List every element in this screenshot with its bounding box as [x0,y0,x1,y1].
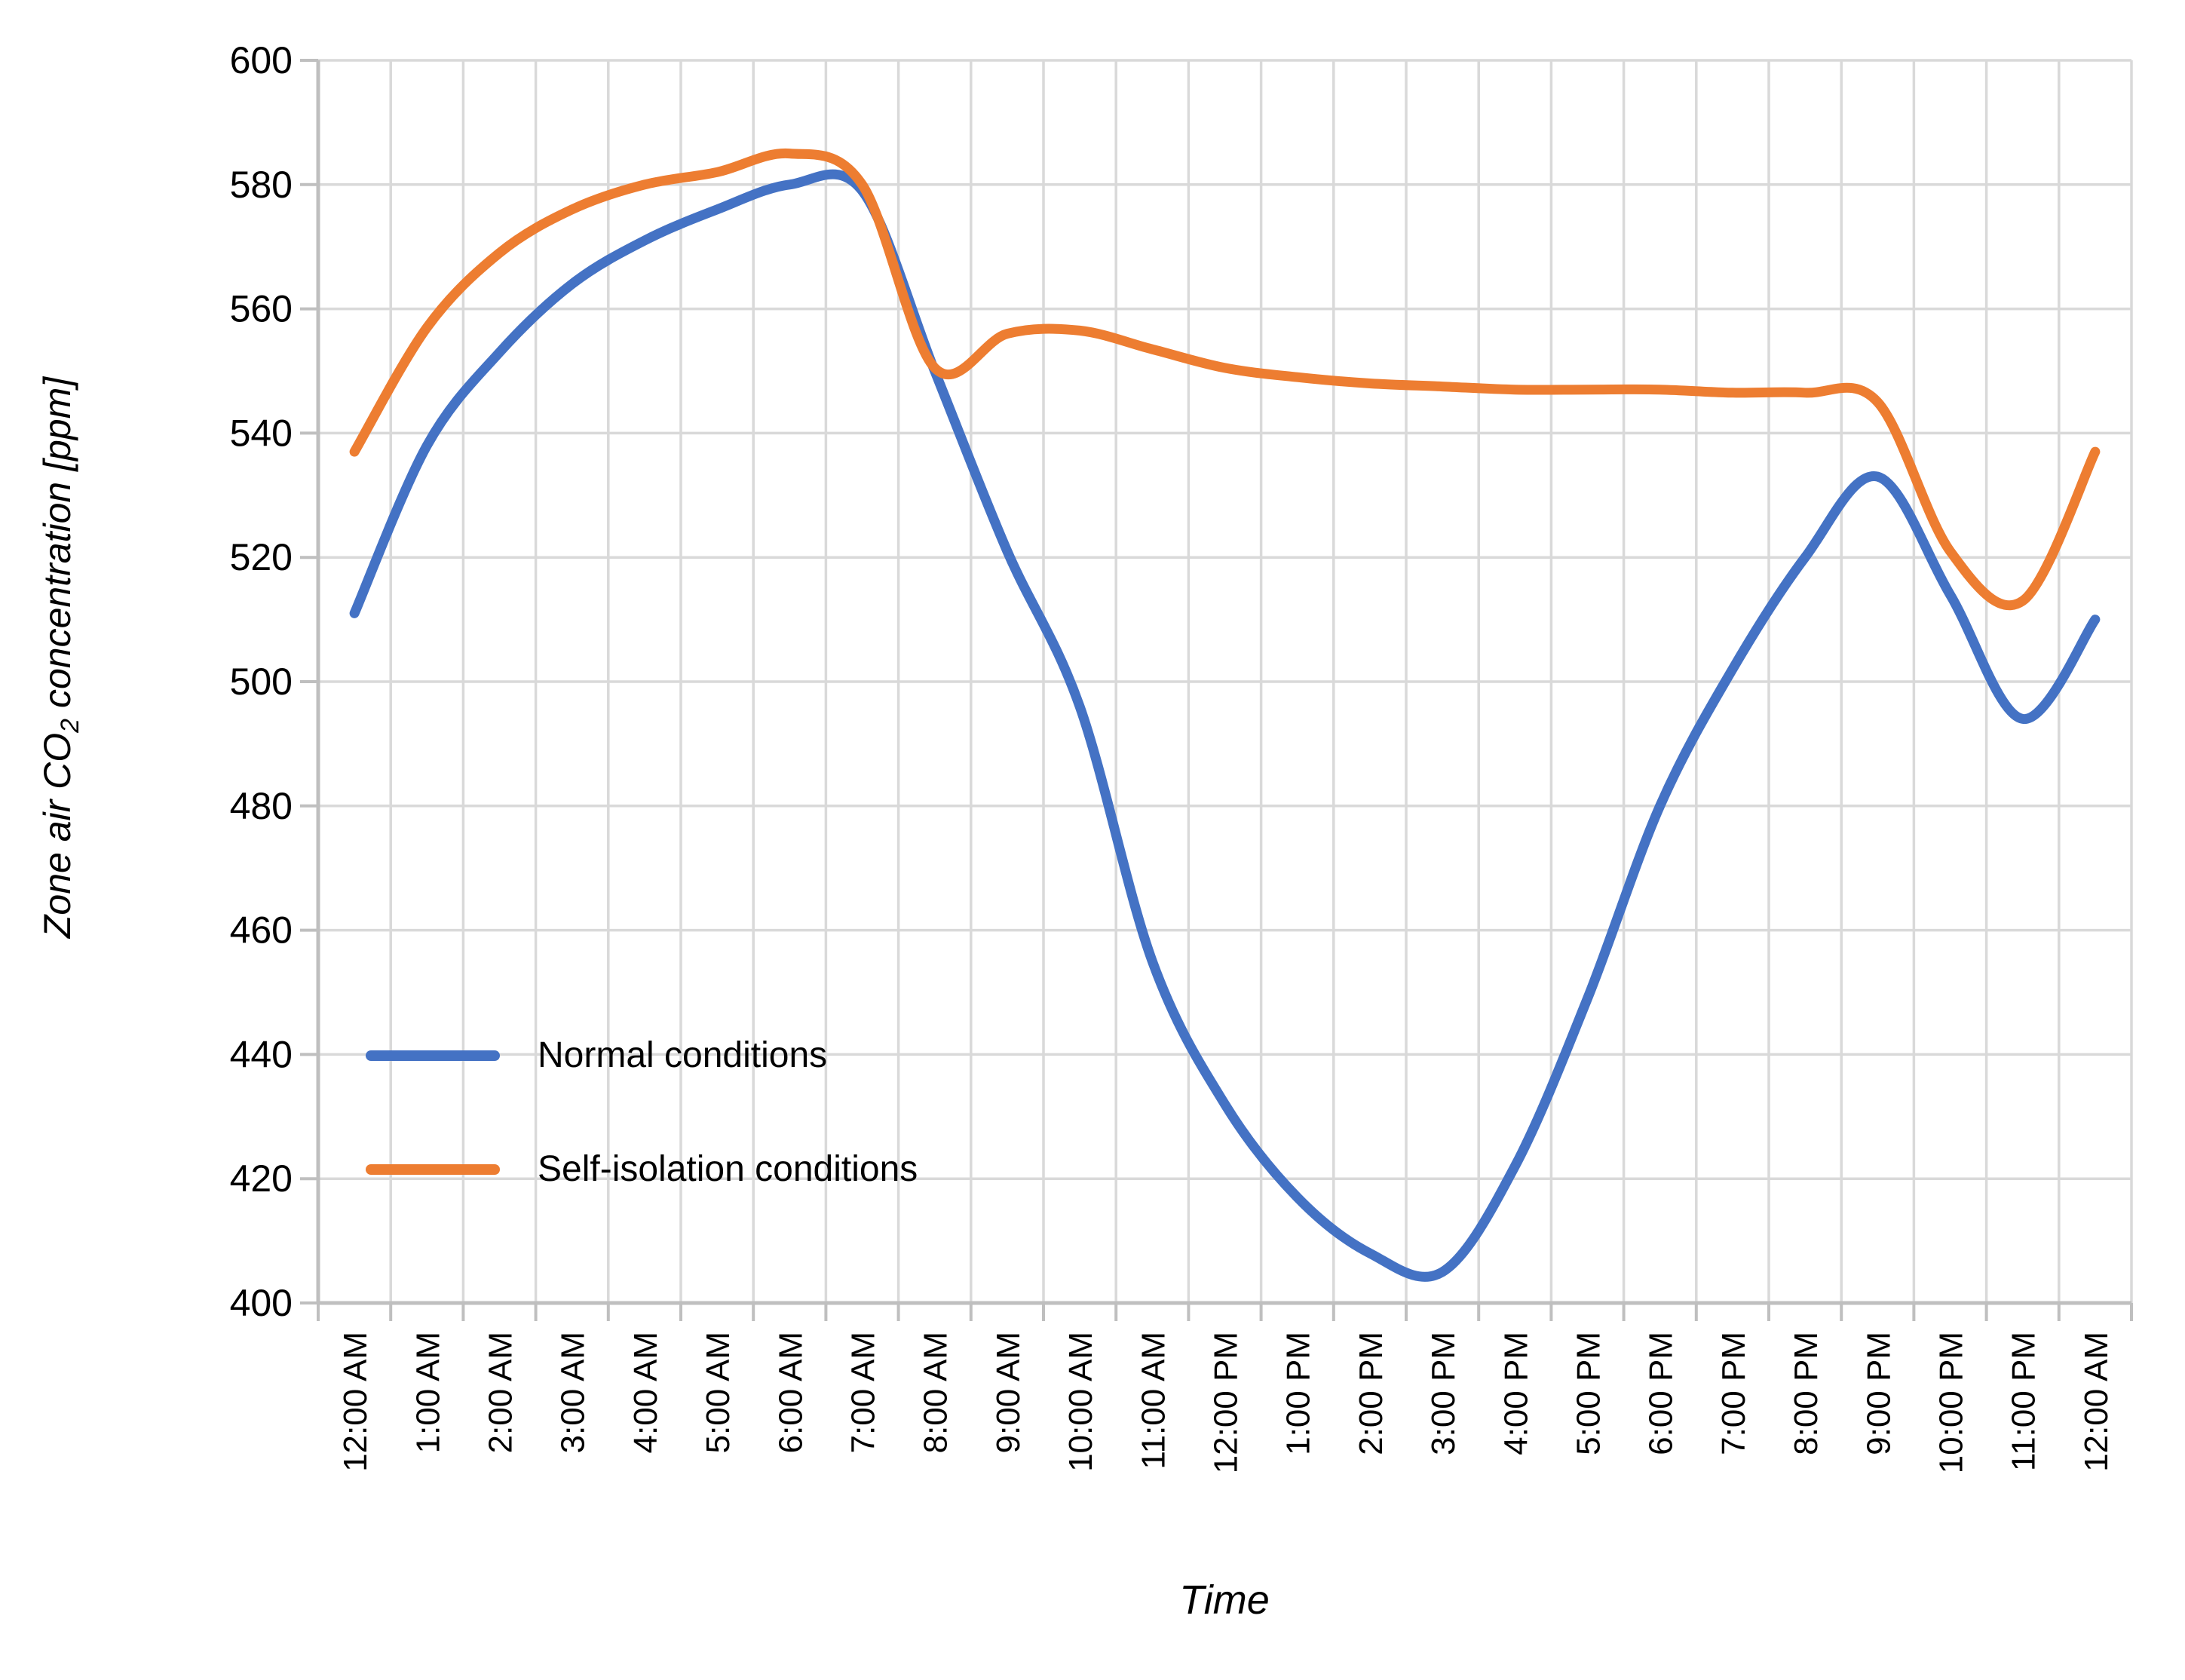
y-tick-label: 560 [230,288,293,330]
legend-label-normal-conditions: Normal conditions [538,1035,828,1075]
x-tick-label: 3:00 PM [1425,1332,1462,1455]
tick-marks [300,59,2133,1321]
legend-item-normal-conditions: Normal conditions [366,1035,918,1076]
y-tick-label: 440 [230,1033,293,1075]
y-tick-label: 400 [230,1282,293,1324]
series-self-isolation-conditions-line [349,148,2101,611]
x-tick-label: 7:00 PM [1715,1332,1752,1455]
x-tick-label: 7:00 AM [845,1332,882,1453]
x-tick-label: 10:00 PM [1933,1332,1970,1473]
normal-conditions-line-swatch [366,1050,500,1061]
x-tick-label: 8:00 AM [918,1332,955,1453]
y-tick-label: 540 [230,412,293,454]
x-tick-label: 1:00 AM [409,1332,446,1453]
x-tick-label: 2:00 PM [1353,1332,1390,1455]
x-tick-label: 9:00 PM [1860,1332,1897,1455]
x-tick-label: 5:00 AM [700,1332,737,1453]
x-tick-label: 3:00 AM [555,1332,592,1453]
legend-item-self-isolation-conditions: Self-isolation conditions [366,1148,918,1190]
x-tick-label: 11:00 PM [2006,1332,2042,1471]
x-axis-title: Time [1179,1577,1270,1623]
x-tick-label: 5:00 PM [1571,1332,1607,1455]
y-tick-label: 580 [230,164,293,206]
y-axis-title: Zone air CO2 concentration [ppm] [36,376,84,939]
x-tick-labels: 12:00 AM 1:00 AM 2:00 AM 3:00 AM 4:00 AM 5:00… [337,1332,2115,1473]
y-tick-label: 480 [230,785,293,827]
x-tick-label: 8:00 PM [1788,1332,1825,1455]
x-tick-label: 4:00 AM [627,1332,664,1453]
legend-label-self-isolation-conditions: Self-isolation conditions [538,1149,918,1189]
y-tick-label: 500 [230,661,293,703]
x-tick-label: 4:00 PM [1497,1332,1534,1455]
x-tick-label: 6:00 PM [1643,1332,1680,1455]
y-tick-label: 520 [230,536,293,578]
x-tick-label: 6:00 AM [772,1332,809,1453]
x-tick-label: 11:00 AM [1135,1332,1172,1470]
y-tick-label: 460 [230,909,293,952]
series-normal-conditions-line [349,169,2101,1282]
y-tick-label: 420 [230,1157,293,1200]
y-tick-label: 600 [230,39,293,81]
self-isolation-conditions-line-swatch [366,1163,500,1175]
x-tick-label: 1:00 PM [1280,1332,1317,1455]
y-tick-labels: 400 420 440 460 480 500 520 540 560 580 600 [230,39,293,1324]
x-tick-label: 10:00 AM [1062,1332,1099,1472]
x-tick-label: 9:00 AM [990,1332,1027,1453]
x-tick-label: 12:00 AM [337,1332,374,1472]
x-tick-label: 12:00 AM [2078,1332,2115,1472]
x-tick-label: 2:00 AM [483,1332,519,1453]
x-tick-label: 12:00 PM [1208,1332,1245,1473]
legend: Normal conditions Self-isolation conditi… [366,1035,918,1190]
